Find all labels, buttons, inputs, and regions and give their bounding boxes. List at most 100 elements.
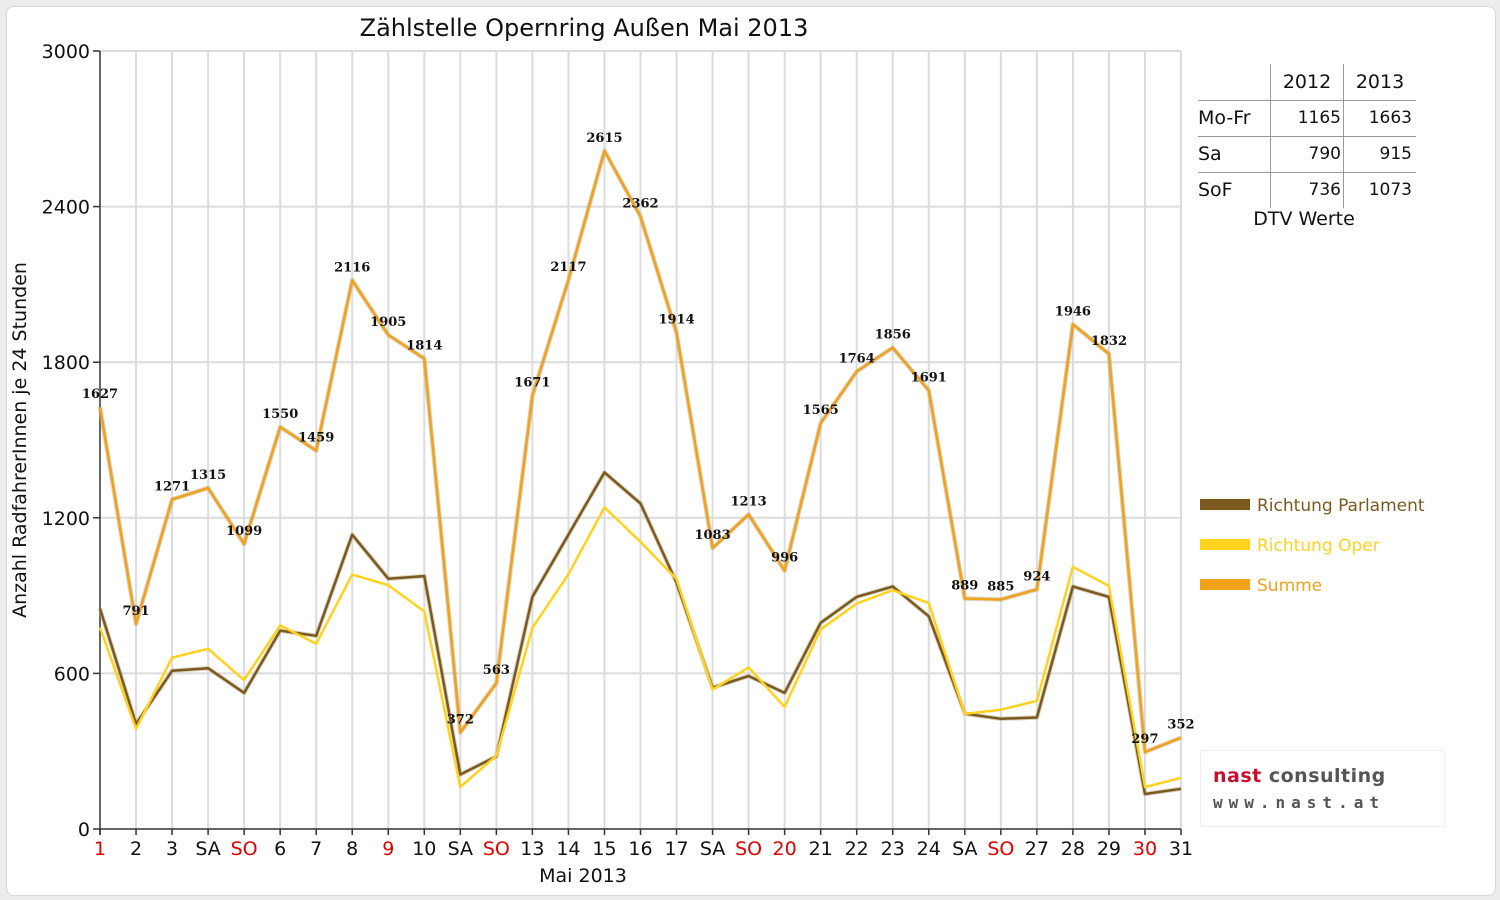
dtv-row-sof: SoF 736 1073 — [1198, 171, 1416, 208]
x-tick-label: 3 — [166, 838, 178, 860]
legend-label: Richtung Oper — [1257, 536, 1380, 556]
dtv-row-mofr: Mo-Fr 1165 1663 — [1198, 99, 1416, 136]
series-line-0 — [98, 471, 1182, 796]
data-label: 885 — [987, 579, 1014, 594]
x-tick-label: SO — [231, 838, 258, 860]
data-label: 1671 — [514, 376, 550, 391]
x-tick-label: SA — [952, 838, 977, 860]
data-label: 1083 — [694, 528, 730, 543]
x-tick-label: 21 — [809, 838, 833, 860]
dtv-cell: 915 — [1343, 135, 1416, 172]
data-label: 1905 — [370, 315, 406, 330]
x-tick-label: SA — [195, 838, 220, 860]
x-tick-label: 20 — [773, 838, 797, 860]
data-label: 1764 — [839, 352, 875, 367]
legend-swatch — [1200, 499, 1250, 510]
dtv-row-label: Mo-Fr — [1198, 99, 1271, 136]
data-label: 1099 — [226, 524, 262, 539]
y-tick-label: 0 — [78, 819, 90, 841]
x-tick-label: 14 — [556, 838, 580, 860]
data-label: 2117 — [550, 260, 586, 275]
legend-label: Richtung Parlament — [1257, 496, 1425, 516]
logo-wordmark: nast consulting — [1213, 765, 1386, 787]
dtv-header-row: 2012 2013 — [1198, 64, 1416, 100]
data-label: 996 — [771, 551, 798, 566]
logo-part-consulting: consulting — [1261, 765, 1386, 787]
x-tick-label: 1 — [94, 838, 106, 860]
logo-part-nast: nast — [1213, 765, 1262, 787]
data-label: 1459 — [298, 431, 334, 446]
data-label: 1565 — [803, 403, 839, 418]
dtv-cell: 790 — [1270, 135, 1344, 172]
data-label: 563 — [483, 663, 510, 678]
dtv-cell: 1073 — [1343, 171, 1416, 208]
x-tick-label: 27 — [1025, 838, 1049, 860]
chart-title: Zählstelle Opernring Außen Mai 2013 — [360, 14, 809, 42]
dtv-row-sa: Sa 790 915 — [1198, 135, 1416, 172]
x-tick-label: 15 — [592, 838, 616, 860]
x-tick-label: 13 — [520, 838, 544, 860]
dtv-header-empty — [1198, 64, 1271, 100]
x-tick-label: 9 — [382, 838, 394, 860]
x-tick-label: 24 — [917, 838, 941, 860]
company-logo: nast consulting www.nast.at — [1200, 750, 1445, 827]
x-tick-label: 17 — [664, 838, 688, 860]
dtv-row-label: SoF — [1198, 171, 1271, 208]
series-line-1 — [98, 506, 1182, 789]
logo-website: www.nast.at — [1213, 793, 1385, 812]
legend-swatch — [1200, 579, 1250, 590]
data-label: 1213 — [731, 494, 767, 509]
y-tick-label: 1200 — [42, 508, 90, 530]
y-tick-label: 2400 — [42, 197, 90, 219]
x-tick-label: 16 — [628, 838, 652, 860]
series-lines — [97, 148, 1182, 797]
legend: Richtung Parlament Richtung Oper Summe — [1200, 496, 1425, 596]
x-tick-label: 30 — [1133, 838, 1157, 860]
data-label: 1832 — [1091, 334, 1127, 349]
data-label: 1914 — [658, 313, 694, 328]
data-label: 1691 — [911, 370, 947, 385]
dtv-table: 2012 2013 Mo-Fr 1165 1663 Sa 790 915 SoF… — [1198, 64, 1416, 208]
data-label: 1271 — [154, 479, 190, 494]
x-tick-label: SO — [735, 838, 762, 860]
data-label: 1550 — [262, 407, 298, 422]
data-label: 2116 — [334, 260, 370, 275]
data-label: 924 — [1023, 569, 1050, 584]
dtv-col-2012: 2012 — [1270, 64, 1344, 100]
x-axis-title: Mai 2013 — [539, 865, 627, 887]
series-line-2 — [98, 149, 1182, 754]
y-tick-label: 1800 — [42, 352, 90, 374]
x-tick-label: SO — [987, 838, 1014, 860]
x-tick-label: 8 — [346, 838, 358, 860]
data-label: 297 — [1131, 732, 1158, 747]
dtv-cell: 1663 — [1343, 99, 1416, 136]
data-label: 1946 — [1055, 304, 1091, 319]
x-tick-label: 7 — [310, 838, 322, 860]
y-tick-label: 3000 — [42, 41, 90, 63]
legend-label: Summe — [1257, 576, 1322, 596]
x-tick-label: 2 — [130, 838, 142, 860]
x-tick-label: 22 — [845, 838, 869, 860]
grid — [100, 50, 1182, 829]
x-tick-label: SA — [448, 838, 473, 860]
dtv-row-label: Sa — [1198, 135, 1271, 172]
dtv-cell: 736 — [1270, 171, 1344, 208]
x-tick-label: 10 — [412, 838, 436, 860]
dtv-caption: DTV Werte — [1253, 208, 1355, 230]
x-tick-label: 31 — [1169, 838, 1193, 860]
data-label: 1627 — [82, 387, 118, 402]
y-tick-label: 600 — [54, 663, 90, 685]
dtv-cell: 1165 — [1270, 99, 1344, 136]
x-tick-label: 28 — [1061, 838, 1085, 860]
y-axis-title: Anzahl RadfahrerInnen je 24 Stunden — [9, 262, 31, 618]
data-label: 2615 — [586, 131, 622, 146]
data-label: 889 — [951, 578, 978, 593]
data-label: 372 — [447, 713, 474, 728]
legend-swatch — [1200, 539, 1250, 550]
data-label: 352 — [1167, 718, 1194, 733]
x-tick-label: SA — [700, 838, 725, 860]
data-label: 1315 — [190, 468, 226, 483]
